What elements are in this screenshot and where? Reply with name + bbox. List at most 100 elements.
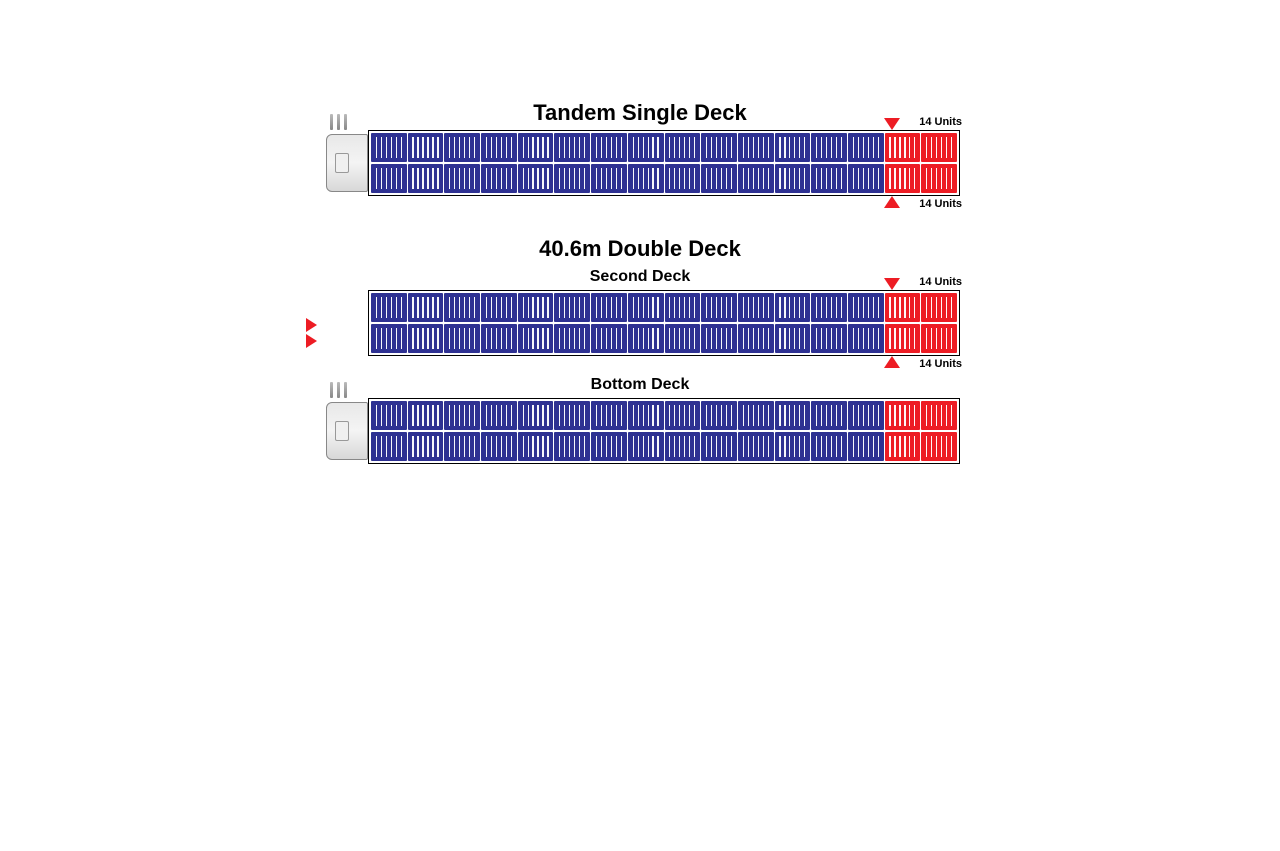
pallet-blue	[444, 164, 480, 193]
second-arrow-bot	[884, 356, 900, 368]
bottom-deck-wrap	[320, 398, 960, 464]
pallet-blue	[665, 164, 701, 193]
pallet-blue	[848, 401, 884, 430]
double-deck-block: 40.6m Double Deck Second Deck 14 Units 1…	[320, 236, 960, 464]
diagram-container: Tandem Single Deck 14 Units 14 Units 40.…	[320, 100, 960, 464]
pallet-blue	[628, 293, 664, 322]
pallet-red	[921, 401, 957, 430]
pallet-blue	[371, 324, 407, 353]
pallet-row	[371, 293, 957, 322]
pallet-blue	[481, 164, 517, 193]
pallet-blue	[591, 293, 627, 322]
pallet-blue	[701, 133, 737, 162]
pallet-red	[885, 324, 921, 353]
pallet-row	[371, 324, 957, 353]
single-deck-title: Tandem Single Deck	[320, 100, 960, 126]
pallet-blue	[518, 293, 554, 322]
pallet-blue	[518, 401, 554, 430]
side-arrow-2	[306, 334, 317, 348]
pallet-blue	[848, 293, 884, 322]
second-trailer	[368, 290, 960, 356]
pallet-blue	[775, 401, 811, 430]
pallet-blue	[408, 324, 444, 353]
pallet-blue	[554, 133, 590, 162]
second-deck-wrap: 14 Units 14 Units	[368, 290, 960, 356]
side-arrow-1	[306, 318, 317, 332]
pallet-row	[371, 432, 957, 461]
pallet-blue	[701, 293, 737, 322]
pallet-blue	[811, 401, 847, 430]
pallet-red	[885, 133, 921, 162]
pallet-blue	[518, 164, 554, 193]
double-deck-title: 40.6m Double Deck	[320, 236, 960, 262]
pallet-blue	[591, 133, 627, 162]
pallet-blue	[701, 324, 737, 353]
pallet-red	[921, 432, 957, 461]
second-deck-label: Second Deck	[320, 268, 960, 286]
pallet-blue	[444, 401, 480, 430]
pallet-blue	[738, 133, 774, 162]
pallet-blue	[848, 432, 884, 461]
pallet-red	[921, 293, 957, 322]
pallet-blue	[408, 432, 444, 461]
bottom-deck-label: Bottom Deck	[320, 376, 960, 394]
pallet-blue	[554, 401, 590, 430]
pallet-blue	[371, 164, 407, 193]
pallet-red	[921, 164, 957, 193]
pallet-blue	[848, 164, 884, 193]
single-arrow-bot	[884, 196, 900, 208]
pallet-blue	[738, 432, 774, 461]
pallet-blue	[444, 324, 480, 353]
pallet-blue	[628, 432, 664, 461]
pallet-blue	[665, 324, 701, 353]
pallet-blue	[848, 324, 884, 353]
second-deck	[368, 290, 960, 356]
pallet-blue	[371, 293, 407, 322]
pallet-blue	[701, 164, 737, 193]
pallet-row	[371, 401, 957, 430]
pallet-blue	[775, 133, 811, 162]
pallet-row	[371, 164, 957, 193]
pallet-red	[885, 432, 921, 461]
pallet-blue	[775, 164, 811, 193]
pallet-blue	[628, 133, 664, 162]
pallet-blue	[628, 164, 664, 193]
pallet-row	[371, 133, 957, 162]
pallet-blue	[591, 432, 627, 461]
bottom-deck	[368, 398, 960, 464]
pallet-blue	[371, 432, 407, 461]
pallet-blue	[775, 293, 811, 322]
pallet-blue	[811, 324, 847, 353]
pallet-blue	[444, 432, 480, 461]
pallet-blue	[518, 324, 554, 353]
single-units-top: 14 Units	[919, 116, 962, 128]
pallet-blue	[738, 164, 774, 193]
pallet-blue	[481, 401, 517, 430]
pallet-red	[885, 401, 921, 430]
pallet-blue	[811, 293, 847, 322]
pallet-blue	[408, 164, 444, 193]
pallet-blue	[481, 293, 517, 322]
pallet-blue	[738, 293, 774, 322]
pallet-blue	[811, 432, 847, 461]
pallet-red	[885, 164, 921, 193]
pallet-blue	[444, 133, 480, 162]
pallet-blue	[701, 432, 737, 461]
pallet-red	[921, 133, 957, 162]
pallet-blue	[591, 324, 627, 353]
pallet-blue	[738, 401, 774, 430]
pallet-blue	[811, 164, 847, 193]
pallet-blue	[775, 432, 811, 461]
pallet-blue	[554, 293, 590, 322]
second-units-bot: 14 Units	[919, 358, 962, 370]
pallet-blue	[665, 293, 701, 322]
pallet-blue	[775, 324, 811, 353]
pallet-blue	[371, 401, 407, 430]
pallet-blue	[408, 401, 444, 430]
pallet-blue	[554, 324, 590, 353]
pallet-blue	[701, 401, 737, 430]
pallet-blue	[665, 432, 701, 461]
pallet-blue	[591, 164, 627, 193]
second-units-top: 14 Units	[919, 276, 962, 288]
pallet-blue	[848, 133, 884, 162]
